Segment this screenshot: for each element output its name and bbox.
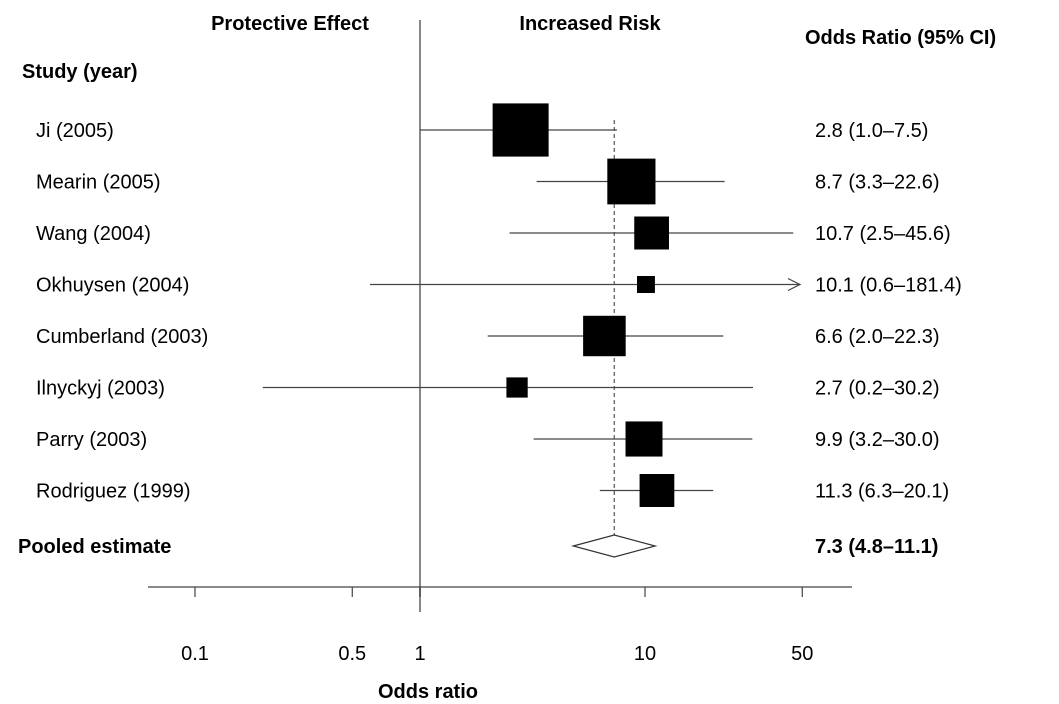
study-label: Parry (2003) [36, 429, 147, 451]
point-estimate-square [492, 103, 549, 157]
pooled-label: Pooled estimate [18, 536, 171, 558]
ci-text: 2.8 (1.0–7.5) [815, 120, 928, 142]
pooled-diamond [570, 534, 658, 558]
ci-arrow [787, 277, 802, 292]
x-axis-label: Odds ratio [378, 681, 478, 703]
point-estimate-square [637, 275, 655, 294]
point-estimate-square [625, 421, 663, 457]
study-row: Ji (2005) 2.8 (1.0–7.5) [36, 103, 928, 157]
study-rows: Ji (2005) 2.8 (1.0–7.5) Mearin (2005) 8.7 (… [36, 103, 962, 507]
point-estimate-square [634, 216, 669, 250]
ci-text: 11.3 (6.3–20.1) [815, 481, 949, 503]
study-row: Okhuysen (2004) 10.1 (0.6–181.4) [36, 275, 962, 297]
point-estimate-square [607, 158, 656, 205]
study-row: Rodriguez (1999) 11.3 (6.3–20.1) [36, 474, 949, 507]
x-tick-label: 50 [791, 643, 813, 665]
ci-text: 2.7 (0.2–30.2) [815, 378, 940, 400]
point-estimate-square [583, 315, 626, 357]
x-tick-label: 0.1 [181, 643, 209, 665]
study-row: Wang (2004) 10.7 (2.5–45.6) [36, 216, 951, 250]
column-header-study: Study (year) [22, 61, 138, 83]
ci-text: 6.6 (2.0–22.3) [815, 326, 940, 348]
study-row: Parry (2003) 9.9 (3.2–30.0) [36, 421, 940, 457]
x-tick-label: 0.5 [338, 643, 366, 665]
ci-text: 10.1 (0.6–181.4) [815, 275, 962, 297]
x-tick-label: 10 [634, 643, 656, 665]
study-label: Wang (2004) [36, 223, 151, 245]
point-estimate-square [639, 474, 675, 507]
ci-text: 10.7 (2.5–45.6) [815, 223, 951, 245]
study-label: Okhuysen (2004) [36, 275, 189, 297]
study-row: Cumberland (2003) 6.6 (2.0–22.3) [36, 315, 940, 357]
pooled-estimate-group: Pooled estimate 7.3 (4.8–11.1) [18, 534, 938, 558]
study-label: Rodriguez (1999) [36, 481, 191, 503]
pooled-ci-text: 7.3 (4.8–11.1) [815, 536, 938, 558]
column-header-odds-ratio: Odds Ratio (95% CI) [805, 27, 996, 49]
ci-text: 9.9 (3.2–30.0) [815, 429, 940, 451]
study-label: Cumberland (2003) [36, 326, 208, 348]
point-estimate-square [506, 377, 528, 398]
study-row: Mearin (2005) 8.7 (3.3–22.6) [36, 158, 940, 205]
study-label: Ilnyckyj (2003) [36, 378, 165, 400]
header-increased-risk: Increased Risk [519, 13, 661, 35]
study-row: Ilnyckyj (2003) 2.7 (0.2–30.2) [36, 377, 940, 400]
study-label: Ji (2005) [36, 120, 114, 142]
ci-text: 8.7 (3.3–22.6) [815, 172, 940, 194]
x-axis: 0.1 0.5 1 10 50 [148, 586, 852, 665]
header-protective-effect: Protective Effect [211, 13, 369, 35]
study-label: Mearin (2005) [36, 172, 161, 194]
x-tick-label: 1 [414, 643, 425, 665]
